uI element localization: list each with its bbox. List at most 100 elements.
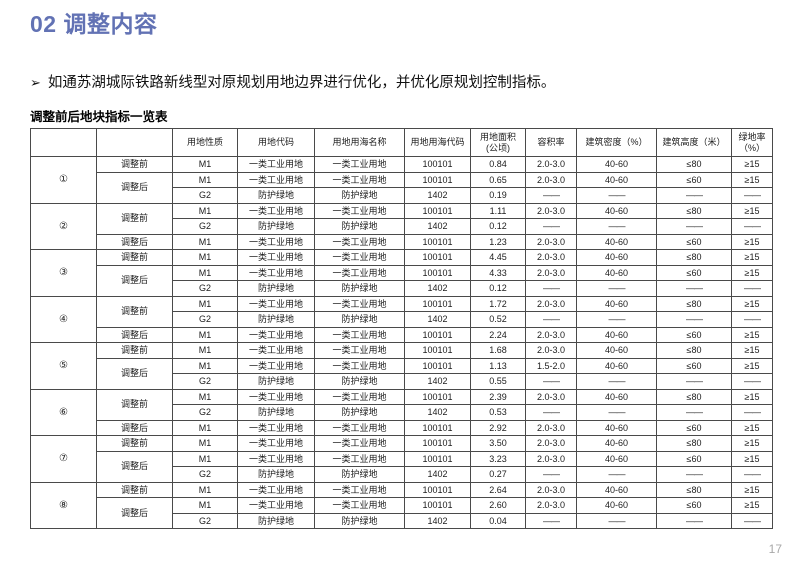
data-cell: —— [731,218,773,235]
header-cell: 建筑高度（米） [656,128,732,157]
data-cell: ≥15 [731,264,773,281]
data-cell: 100101 [404,202,471,219]
data-cell: 一类工业用地 [314,450,405,467]
bullet-line: ➢ 如通苏湖城际铁路新线型对原规划用地边界进行优化，并优化原规划控制指标。 [30,71,555,92]
data-cell: M1 [172,295,238,312]
data-cell: ≤80 [656,342,732,359]
data-cell: ≥15 [731,357,773,374]
data-cell: 40-60 [576,264,657,281]
data-cell: 40-60 [576,156,657,173]
data-cell: 40-60 [576,357,657,374]
phase-label-cell: 调整后 [96,264,173,297]
data-cell: M1 [172,249,238,266]
phase-label-cell: 调整前 [96,202,173,235]
data-cell: 2.0-3.0 [525,233,577,250]
data-cell: 一类工业用地 [314,326,405,343]
data-cell: 1402 [404,466,471,483]
data-cell: 一类工业用地 [237,202,315,219]
phase-label-cell: 调整前 [96,342,173,359]
data-cell: 0.04 [470,512,526,529]
data-cell: 一类工业用地 [314,295,405,312]
data-cell: 一类工业用地 [237,435,315,452]
data-cell: 防护绿地 [314,373,405,390]
group-number-cell: ② [30,202,97,250]
data-cell: 40-60 [576,202,657,219]
data-cell: 0.52 [470,311,526,328]
data-cell: 100101 [404,497,471,514]
data-cell: ≤60 [656,233,732,250]
data-cell: 100101 [404,419,471,436]
data-cell: M1 [172,388,238,405]
phase-label-cell: 调整后 [96,233,173,250]
data-cell: 100101 [404,357,471,374]
data-cell: G2 [172,280,238,297]
data-cell: 2.0-3.0 [525,326,577,343]
data-cell: 一类工业用地 [237,481,315,498]
data-cell: —— [525,218,577,235]
data-cell: 40-60 [576,342,657,359]
header-cell: 用地用海代码 [404,128,471,157]
data-cell: 防护绿地 [314,404,405,421]
data-cell: 一类工业用地 [237,450,315,467]
table-row: 调整后 M1 一类工业用地 一类工业用地 100101 1.13 1.5-2.0 40-60 ≤… [31,357,773,390]
data-cell: 防护绿地 [314,466,405,483]
data-cell: 一类工业用地 [237,249,315,266]
table-title: 调整前后地块指标一览表 [30,110,168,124]
header-cell: 用地用海名称 [314,128,405,157]
table-row: 调整后 M1 一类工业用地 一类工业用地 100101 1.23 2.0-3.0 40-60 ≤… [31,233,773,250]
table-row: 调整后 M1 一类工业用地 一类工业用地 100101 2.92 2.0-3.0 40-60 ≤… [31,419,773,436]
data-cell: —— [656,512,732,529]
table-row: ⑥ 调整前 M1 一类工业用地 一类工业用地 100101 2.39 2.0-3.0 40-60… [30,388,773,436]
data-cell: 100101 [404,264,471,281]
data-cell: —— [656,373,732,390]
indicator-table-head-row: 用地性质 用地代码 用地用海名称 用地用海代码 用地面积 (公顷) 容积率 建筑密度（%）建… [30,128,773,157]
data-cell: ≥15 [731,419,773,436]
data-cell: 100101 [404,435,471,452]
data-cell: 3.23 [470,450,526,467]
data-cell: G2 [172,373,238,390]
indicator-table-body: ① 调整前 M1 一类工业用地 一类工业用地 100101 0.84 2.0-3.0 40-60… [30,156,773,529]
table-row: 调整后 M1 一类工业用地 一类工业用地 100101 4.33 2.0-3.0 40-60 ≤… [31,264,773,297]
table-row: 调整后 M1 一类工业用地 一类工业用地 100101 2.60 2.0-3.0 40-60 ≤… [31,497,773,529]
data-cell: 40-60 [576,450,657,467]
data-cell: 一类工业用地 [237,171,315,188]
data-cell: 防护绿地 [237,512,315,529]
data-cell: 防护绿地 [237,466,315,483]
data-cell: 一类工业用地 [314,481,405,498]
data-cell: 1402 [404,404,471,421]
data-cell: G2 [172,187,238,204]
data-cell: 一类工业用地 [237,497,315,514]
data-cell: M1 [172,497,238,514]
phase-label-cell: 调整后 [96,171,173,204]
data-cell: G2 [172,404,238,421]
data-cell: 0.12 [470,218,526,235]
data-cell: 2.60 [470,497,526,514]
table-row: ⑧ 调整前 M1 一类工业用地 一类工业用地 100101 2.64 2.0-3.0 40-60… [30,481,773,529]
data-cell: 2.0-3.0 [525,481,577,498]
table-row: 调整后 M1 一类工业用地 一类工业用地 100101 2.24 2.0-3.0 40-60 ≤… [31,326,773,343]
header-cell: 绿地率 （%） [731,128,773,157]
data-cell: ≤80 [656,202,732,219]
data-cell: 4.33 [470,264,526,281]
data-cell: —— [656,280,732,297]
table-row: ④ 调整前 M1 一类工业用地 一类工业用地 100101 1.72 2.0-3.0 40-60… [30,295,773,343]
table-row: 调整后 M1 一类工业用地 一类工业用地 100101 0.65 2.0-3.0 40-60 ≤… [31,171,773,204]
indicator-table: 用地性质 用地代码 用地用海名称 用地用海代码 用地面积 (公顷) 容积率 建筑密度（%）建… [30,128,773,529]
data-cell: 40-60 [576,326,657,343]
phase-label-cell: 调整前 [96,435,173,452]
data-cell: 40-60 [576,497,657,514]
data-cell: ≤60 [656,450,732,467]
header-cell [96,128,173,157]
phase-label-cell: 调整前 [96,481,173,498]
data-cell: —— [731,187,773,204]
data-cell: 一类工业用地 [314,435,405,452]
data-cell: M1 [172,202,238,219]
table-row: ② 调整前 M1 一类工业用地 一类工业用地 100101 1.11 2.0-3.0 40-60… [30,202,773,250]
data-cell: —— [656,311,732,328]
data-cell: 2.0-3.0 [525,171,577,188]
data-cell: 一类工业用地 [237,295,315,312]
data-cell: 100101 [404,388,471,405]
data-cell: ≥15 [731,249,773,266]
data-cell: 40-60 [576,295,657,312]
data-cell: ≥15 [731,481,773,498]
